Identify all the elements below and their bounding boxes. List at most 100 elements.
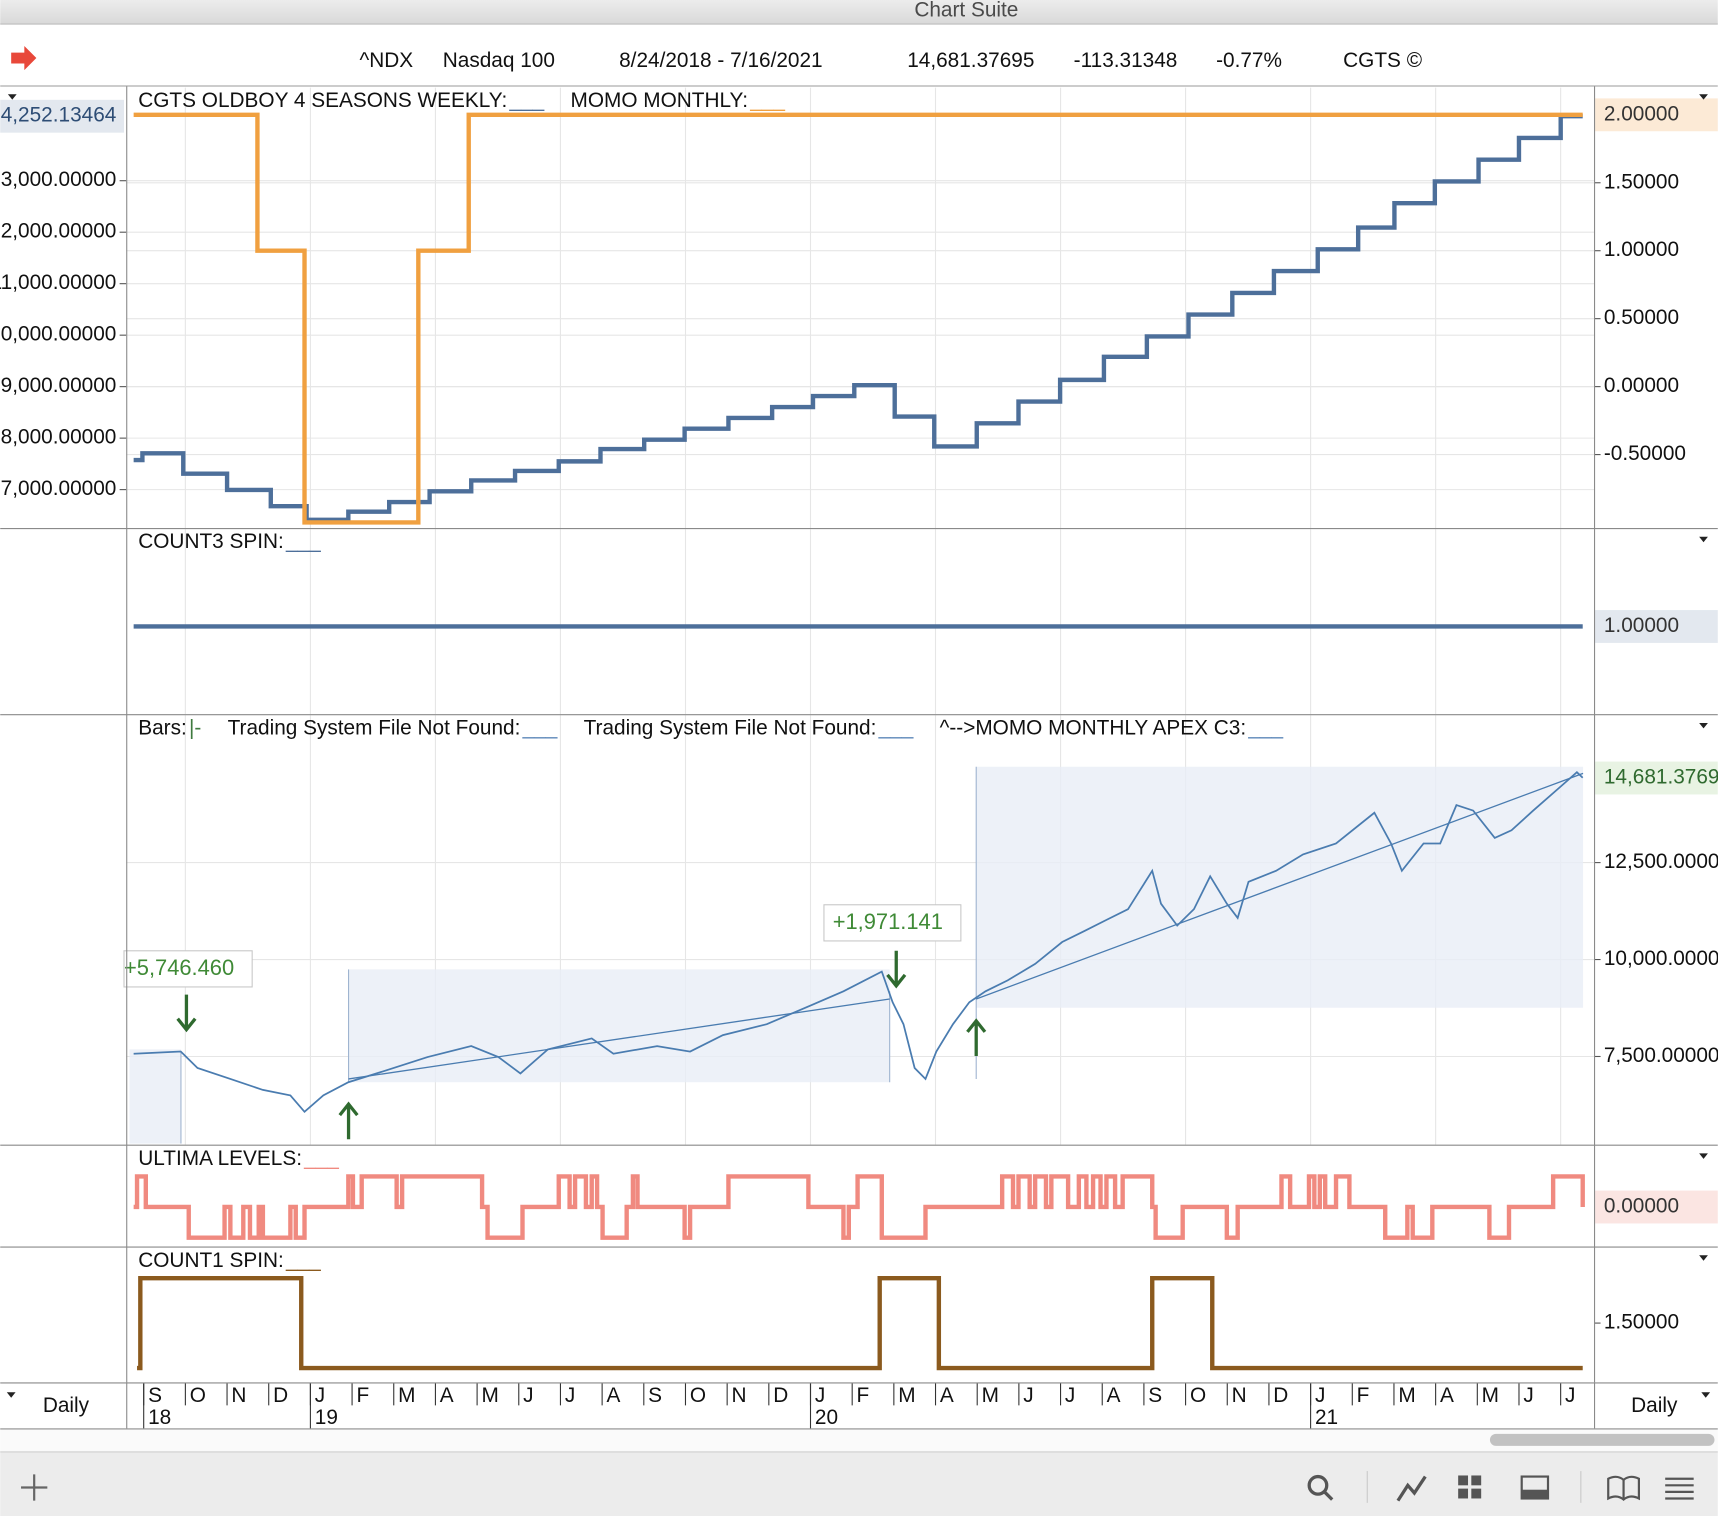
search-button[interactable] xyxy=(1307,1474,1334,1501)
last-value-label: 14,681.37695 xyxy=(1604,766,1718,789)
x-tick-label: J xyxy=(1565,1384,1575,1407)
legend-mark: ___ xyxy=(749,88,785,111)
y-tick-label: 12,500.00000 xyxy=(1604,850,1718,873)
book-button[interactable] xyxy=(1607,1475,1641,1501)
shaded-zone xyxy=(129,1049,181,1144)
year-label: 20 xyxy=(815,1406,838,1429)
x-tick-label: D xyxy=(273,1384,288,1407)
panel-legend: CGTS OLDBOY 4 SEASONS WEEKLY: ___ MOMO MON… xyxy=(138,88,785,111)
x-tick-label: D xyxy=(773,1384,788,1407)
x-tick-label: M xyxy=(481,1384,498,1407)
y2-tick-label: 12,000.00000 xyxy=(0,220,116,243)
x-tick-label: N xyxy=(732,1384,747,1407)
scroll-track xyxy=(0,1429,1718,1452)
x-tick-label: O xyxy=(1190,1384,1206,1407)
red-arrow-icon[interactable] xyxy=(11,46,37,71)
x-tick-label: O xyxy=(690,1384,706,1407)
bottom-toolbar xyxy=(0,1451,1718,1516)
window-title: Chart Suite xyxy=(914,0,1018,21)
shaded-zone xyxy=(348,969,890,1083)
year-label: 19 xyxy=(315,1406,338,1429)
symbol-name: Nasdaq 100 xyxy=(443,49,555,72)
legend-mark: ___ xyxy=(1247,716,1283,739)
last-value-box xyxy=(1595,98,1718,132)
legend-text: COUNT1 SPIN: xyxy=(138,1248,284,1271)
y2-tick-label: 10,000.00000 xyxy=(0,323,116,346)
last-value-label: 2.00000 xyxy=(1604,102,1679,125)
annotation-box xyxy=(823,904,962,942)
x-tick-label: J xyxy=(815,1384,825,1407)
title-bar xyxy=(0,0,1718,25)
add-button[interactable] xyxy=(21,1474,48,1501)
x-tick-label: M xyxy=(1482,1384,1499,1407)
y-tick-label: -0.50000 xyxy=(1604,442,1686,465)
step-line xyxy=(133,1174,1585,1240)
change-percent: -0.77% xyxy=(1216,49,1282,72)
step-line xyxy=(133,112,1583,525)
x-tick-label: A xyxy=(607,1384,621,1407)
x-tick-label: A xyxy=(940,1384,954,1407)
change: -113.31348 xyxy=(1074,49,1178,72)
x-tick-label: J xyxy=(315,1384,325,1407)
menu-button[interactable] xyxy=(1665,1477,1694,1500)
legend-mark: ___ xyxy=(878,716,914,739)
panel-button[interactable] xyxy=(1520,1475,1550,1500)
panel-legend: COUNT1 SPIN: ___ xyxy=(138,1248,321,1271)
last-value-label: 1.00000 xyxy=(1604,614,1679,637)
y2-tick-label: 9,000.00000 xyxy=(1,374,117,397)
sell-arrow xyxy=(886,950,907,989)
annotation: +5,746.460 xyxy=(124,955,234,980)
x-tick-label: S xyxy=(148,1384,162,1407)
x-tick-label: F xyxy=(1357,1384,1370,1407)
period-right[interactable]: Daily xyxy=(1631,1394,1678,1417)
panel-legend: ULTIMA LEVELS: ___ xyxy=(138,1146,339,1169)
y-tick-label: 0.50000 xyxy=(1604,306,1679,329)
symbol: ^NDX xyxy=(360,49,414,72)
legend-mark: ___ xyxy=(509,88,545,111)
x-tick-label: M xyxy=(982,1384,999,1407)
panel-menus[interactable] xyxy=(6,94,1711,1398)
buy-arrow xyxy=(966,1018,987,1056)
x-tick-label: N xyxy=(1232,1384,1247,1407)
chart-button[interactable] xyxy=(1396,1475,1427,1502)
last-value-box xyxy=(1595,761,1718,795)
year-label: 18 xyxy=(148,1406,171,1429)
x-tick-label: S xyxy=(1148,1384,1162,1407)
last-value-label: 0.00000 xyxy=(1604,1195,1679,1218)
x-tick-label: J xyxy=(1023,1384,1033,1407)
legend-text: Trading System File Not Found: xyxy=(584,716,877,739)
x-tick-label: J xyxy=(523,1384,533,1407)
period-left[interactable]: Daily xyxy=(43,1394,90,1417)
y2-tick-label: 13,000.00000 xyxy=(0,168,116,191)
panel-legend: COUNT3 SPIN: ___ xyxy=(138,530,321,553)
layout-button[interactable] xyxy=(1458,1475,1482,1499)
legend-mark: ___ xyxy=(285,530,321,553)
y-tick-label: 1.00000 xyxy=(1604,238,1679,261)
x-tick-label: J xyxy=(1065,1384,1075,1407)
legend-text: MOMO MONTHLY: xyxy=(571,88,749,111)
x-tick-label: M xyxy=(398,1384,415,1407)
legend-text: Bars: xyxy=(138,716,187,739)
x-tick-label: A xyxy=(1440,1384,1454,1407)
x-tick-label: A xyxy=(440,1384,454,1407)
series xyxy=(133,112,1585,1371)
grid xyxy=(126,87,1594,1145)
legend-mark: ___ xyxy=(303,1146,339,1169)
last-price: 14,681.37695 xyxy=(907,49,1034,72)
x-tick-label: M xyxy=(898,1384,915,1407)
annotation-box xyxy=(123,950,253,988)
labels: S O N D J F M A M J J A S O N D J F M A M J J A S O N D J F M A M J J 18 19 2… xyxy=(0,88,1718,1429)
x-tick-label: N xyxy=(231,1384,246,1407)
x-tick-label: O xyxy=(190,1384,206,1407)
last-value-label: 14,252.13464 xyxy=(0,104,116,127)
x-tick-label: D xyxy=(1273,1384,1288,1407)
scroll-thumb[interactable] xyxy=(1489,1433,1715,1446)
signals: +5,746.460 +1,971.141 xyxy=(123,904,987,1140)
trend-line xyxy=(975,772,1584,1000)
x-tick-label: J xyxy=(565,1384,575,1407)
legend-mark: ___ xyxy=(522,716,558,739)
x-tick-label: F xyxy=(857,1384,870,1407)
panel-legend: Bars: |- Trading System File Not Found: ___… xyxy=(138,716,1283,739)
year-label: 21 xyxy=(1315,1406,1338,1429)
